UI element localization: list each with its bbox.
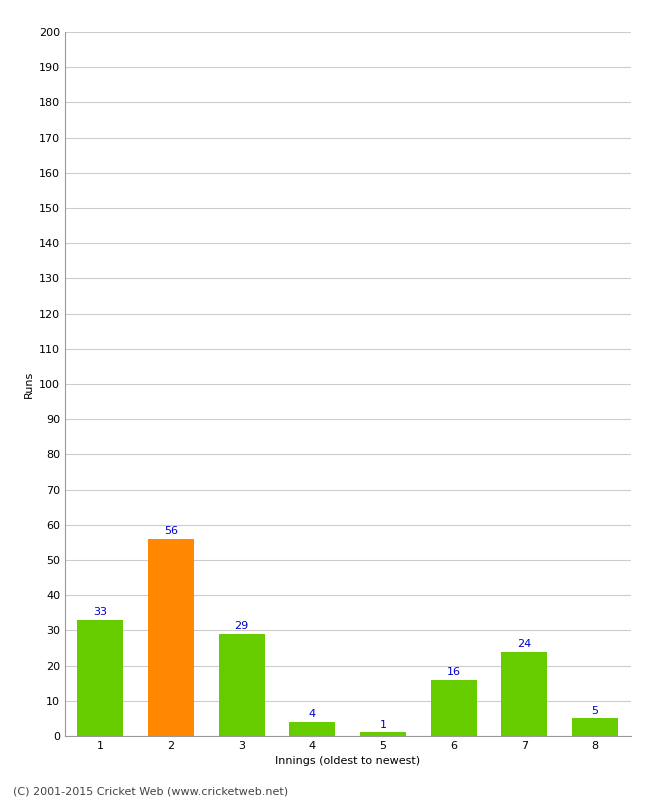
Bar [77,620,124,736]
Text: 5: 5 [592,706,599,715]
Bar [148,539,194,736]
Bar [431,680,476,736]
Text: 56: 56 [164,526,178,536]
Bar [572,718,618,736]
Text: 33: 33 [94,607,107,617]
Text: 16: 16 [447,667,461,677]
Bar [360,733,406,736]
Text: 4: 4 [309,709,316,719]
Bar [502,651,547,736]
Text: 29: 29 [235,621,249,631]
Bar [219,634,265,736]
Text: 24: 24 [517,638,532,649]
Text: (C) 2001-2015 Cricket Web (www.cricketweb.net): (C) 2001-2015 Cricket Web (www.cricketwe… [13,786,288,796]
Text: 1: 1 [380,720,387,730]
Bar [289,722,335,736]
Y-axis label: Runs: Runs [23,370,33,398]
X-axis label: Innings (oldest to newest): Innings (oldest to newest) [275,757,421,766]
